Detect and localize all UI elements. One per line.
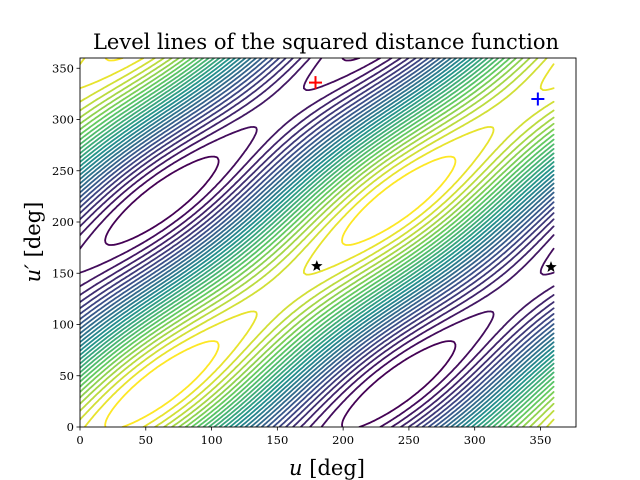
star-marker bbox=[311, 260, 323, 271]
y-tick-label: 0 bbox=[67, 420, 74, 434]
x-tick-label: 350 bbox=[530, 433, 552, 447]
contour-level-line bbox=[80, 58, 555, 427]
y-tick-label: 350 bbox=[52, 61, 74, 75]
contour-level-line bbox=[80, 58, 555, 427]
contour-level-line bbox=[80, 58, 555, 427]
y-axis-ticks: 0 50 100 150 200 250 300 350 bbox=[52, 61, 80, 434]
y-tick-label: 50 bbox=[59, 369, 74, 383]
y-tick-label: 200 bbox=[52, 215, 74, 229]
x-axis-ticks: 0 50 100 150 200 250 300 350 bbox=[76, 427, 551, 447]
markers bbox=[309, 76, 557, 272]
plus-marker bbox=[531, 92, 545, 106]
x-axis-variable: u bbox=[289, 456, 303, 480]
contour-level-line bbox=[80, 58, 555, 427]
x-tick-label: 0 bbox=[76, 433, 83, 447]
y-tick-label: 100 bbox=[52, 318, 74, 332]
contour-lines bbox=[80, 58, 555, 427]
y-axis-label: u′ [deg] bbox=[21, 202, 45, 283]
x-tick-label: 250 bbox=[398, 433, 420, 447]
y-tick-label: 250 bbox=[52, 164, 74, 178]
contour-level-line bbox=[80, 58, 555, 427]
y-axis-unit: [deg] bbox=[21, 202, 45, 258]
contour-level-line bbox=[104, 58, 457, 427]
chart-title: Level lines of the squared distance func… bbox=[93, 30, 559, 54]
star-marker bbox=[545, 261, 557, 272]
x-tick-label: 200 bbox=[332, 433, 354, 447]
y-tick-label: 150 bbox=[52, 266, 74, 280]
x-tick-label: 150 bbox=[266, 433, 288, 447]
plot-frame bbox=[79, 57, 577, 428]
x-tick-label: 100 bbox=[201, 433, 223, 447]
contour-level-line bbox=[80, 58, 555, 427]
y-axis-variable: u′ bbox=[21, 264, 45, 283]
contour-level-line bbox=[80, 58, 555, 427]
x-tick-label: 300 bbox=[464, 433, 486, 447]
contour-level-line bbox=[80, 58, 555, 427]
contour-level-line bbox=[80, 58, 555, 427]
contour-level-line bbox=[80, 58, 555, 427]
x-axis-label: u [deg] bbox=[289, 456, 365, 480]
x-axis-unit: [deg] bbox=[309, 456, 365, 480]
plus-marker bbox=[309, 76, 323, 90]
x-tick-label: 50 bbox=[138, 433, 153, 447]
y-tick-label: 300 bbox=[52, 113, 74, 127]
contour-level-line bbox=[104, 58, 457, 427]
